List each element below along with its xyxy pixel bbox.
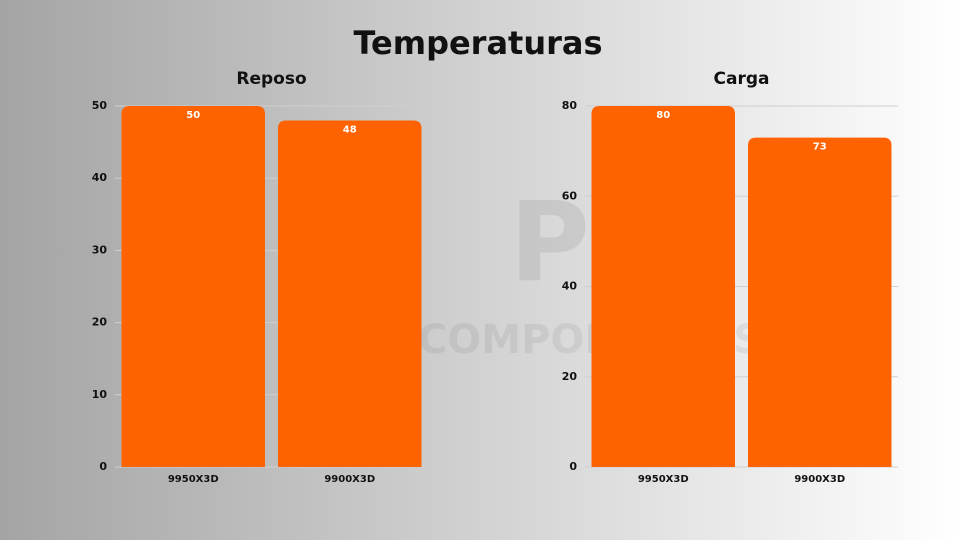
x-tick-label: 9950X3D — [168, 474, 219, 485]
y-tick-label: 20 — [92, 316, 108, 329]
chart-title: Reposo — [236, 69, 306, 89]
y-tick-label: 0 — [99, 460, 107, 473]
value-label: 73 — [813, 142, 827, 153]
page-title: Temperaturas — [353, 24, 602, 62]
x-tick-label: 9950X3D — [638, 474, 689, 485]
value-label: 48 — [343, 124, 357, 135]
bar — [591, 106, 735, 467]
y-tick-label: 0 — [569, 460, 577, 473]
y-tick-label: 10 — [92, 388, 108, 401]
bar — [121, 106, 265, 467]
x-tick-label: 9900X3D — [794, 474, 845, 485]
chart-title: Carga — [714, 69, 770, 89]
y-tick-label: 30 — [92, 243, 108, 256]
y-tick-label: 40 — [562, 280, 578, 293]
value-label: 50 — [186, 110, 200, 121]
y-tick-label: 50 — [92, 99, 108, 112]
bar — [748, 137, 892, 467]
y-tick-label: 20 — [562, 370, 578, 383]
x-tick-label: 9900X3D — [324, 474, 375, 485]
value-label: 80 — [656, 110, 670, 121]
y-tick-label: 60 — [562, 189, 578, 202]
y-tick-label: 80 — [562, 99, 578, 112]
y-tick-label: 40 — [92, 171, 108, 184]
bar — [278, 120, 422, 467]
